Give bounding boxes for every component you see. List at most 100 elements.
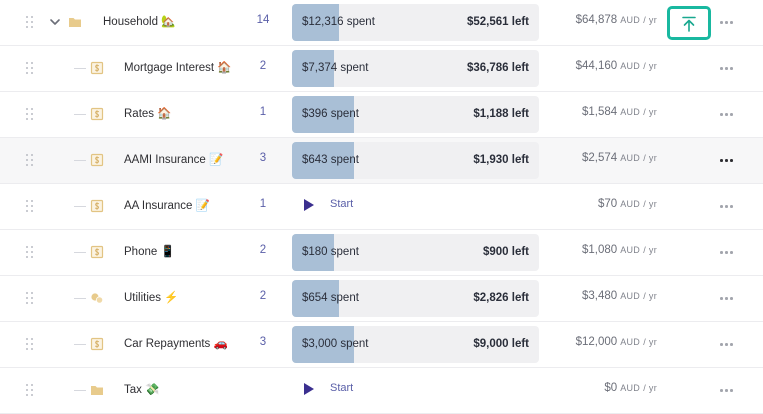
subcategory-name: Car Repayments 🚗	[124, 338, 228, 350]
more-options-icon[interactable]	[720, 113, 734, 117]
tree-branch-line	[74, 160, 86, 161]
arrow-up-to-line-icon	[682, 16, 696, 32]
spent-amount: $654 spent	[302, 292, 359, 304]
item-count[interactable]: 14	[256, 14, 270, 26]
progress-fill	[292, 326, 354, 363]
left-amount: $52,561 left	[466, 16, 529, 28]
more-options-icon[interactable]	[720, 67, 734, 71]
more-options-icon[interactable]	[720, 297, 734, 301]
folder-icon	[90, 383, 104, 397]
left-amount: $1,930 left	[473, 154, 529, 166]
item-count[interactable]: 3	[259, 152, 267, 164]
drag-handle-icon[interactable]	[26, 292, 34, 306]
item-count[interactable]: 2	[259, 60, 267, 72]
spent-amount: $643 spent	[302, 154, 359, 166]
subcategory-row-4[interactable]: AA Insurance 📝 1 Start $70 AUD / yr	[0, 184, 763, 230]
progress-fill	[292, 96, 354, 133]
left-amount: $1,188 left	[473, 108, 529, 120]
more-options-icon[interactable]	[720, 343, 734, 347]
dollar-icon	[90, 61, 104, 75]
yearly-amount: $3,480 AUD / yr	[582, 290, 657, 302]
spent-amount: $12,316 spent	[302, 16, 375, 28]
left-amount: $900 left	[482, 246, 529, 258]
progress-bar: $396 spent $1,188 left	[292, 96, 539, 133]
yearly-amount: $70 AUD / yr	[598, 198, 657, 210]
progress-bar: $3,000 spent $9,000 left	[292, 326, 539, 363]
progress-fill	[292, 50, 334, 87]
subcategory-row-2[interactable]: Rates 🏠 1 $396 spent $1,188 left $1,584 AU…	[0, 92, 763, 138]
dollar-icon	[90, 199, 104, 213]
subcategory-name: AAMI Insurance 📝	[124, 154, 224, 166]
tree-branch-line	[74, 252, 86, 253]
play-icon	[304, 199, 314, 211]
dollar-icon	[90, 337, 104, 351]
subcategory-name: Mortgage Interest 🏠	[124, 62, 232, 74]
subcategory-row-1[interactable]: Mortgage Interest 🏠 2 $7,374 spent $36,78…	[0, 46, 763, 92]
yearly-amount: $44,160 AUD / yr	[575, 60, 657, 72]
yearly-amount: $12,000 AUD / yr	[575, 336, 657, 348]
dollar-icon	[90, 107, 104, 121]
item-count[interactable]: 2	[259, 244, 267, 256]
spent-amount: $3,000 spent	[302, 338, 369, 350]
tree-branch-line	[74, 206, 86, 207]
more-options-icon[interactable]	[720, 251, 734, 255]
subcategory-row-6[interactable]: Utilities ⚡ 2 $654 spent $2,826 left $3,4…	[0, 276, 763, 322]
progress-bar: $12,316 spent $52,561 left	[292, 4, 539, 41]
drag-handle-icon[interactable]	[26, 246, 34, 260]
progress-bar: $654 spent $2,826 left	[292, 280, 539, 317]
category-name: Household 🏡	[103, 16, 176, 28]
progress-fill	[292, 280, 339, 317]
subcategory-name: Phone 📱	[124, 246, 175, 258]
dollar-icon	[90, 153, 104, 167]
more-options-icon[interactable]	[720, 205, 734, 209]
progress-fill	[292, 4, 339, 41]
play-icon	[304, 383, 314, 395]
item-count[interactable]: 3	[259, 336, 267, 348]
yearly-amount: $0 AUD / yr	[604, 382, 657, 394]
drag-handle-icon[interactable]	[26, 108, 34, 122]
tree-branch-line	[74, 344, 86, 345]
left-amount: $36,786 left	[466, 62, 529, 74]
progress-bar: $643 spent $1,930 left	[292, 142, 539, 179]
tree-branch-line	[74, 298, 86, 299]
folder-icon	[69, 18, 81, 27]
item-count[interactable]: 1	[259, 106, 267, 118]
progress-fill	[292, 142, 354, 179]
spent-amount: $180 spent	[302, 246, 359, 258]
progress-bar: $7,374 spent $36,786 left	[292, 50, 539, 87]
chevron-down-icon[interactable]	[48, 15, 62, 29]
drag-handle-icon[interactable]	[26, 154, 34, 168]
subcategory-name: Utilities ⚡	[124, 292, 179, 304]
spent-amount: $7,374 spent	[302, 62, 369, 74]
yearly-amount: $1,080 AUD / yr	[582, 244, 657, 256]
more-options-icon[interactable]	[720, 21, 734, 25]
left-amount: $9,000 left	[473, 338, 529, 350]
drag-handle-icon[interactable]	[26, 16, 34, 30]
subcategory-row-5[interactable]: Phone 📱 2 $180 spent $900 left $1,080 AUD …	[0, 230, 763, 276]
more-options-icon[interactable]	[720, 389, 734, 393]
drag-handle-icon[interactable]	[26, 384, 34, 398]
drag-handle-icon[interactable]	[26, 62, 34, 76]
left-amount: $2,826 left	[473, 292, 529, 304]
more-options-icon[interactable]	[720, 159, 734, 163]
item-count[interactable]: 2	[259, 290, 267, 302]
tree-branch-line	[74, 114, 86, 115]
tree-branch-line	[74, 68, 86, 69]
coins-icon	[90, 291, 104, 305]
start-label: Start	[330, 382, 354, 394]
progress-fill	[292, 234, 334, 271]
dollar-icon	[90, 245, 104, 259]
subcategory-row-7[interactable]: Car Repayments 🚗 3 $3,000 spent $9,000 le…	[0, 322, 763, 368]
subcategory-row-3[interactable]: AAMI Insurance 📝 3 $643 spent $1,930 left…	[0, 138, 763, 184]
yearly-amount: $2,574 AUD / yr	[582, 152, 657, 164]
subcategory-row-8[interactable]: Tax 💸 Start $0 AUD / yr	[0, 368, 763, 414]
item-count[interactable]: 1	[259, 198, 267, 210]
drag-handle-icon[interactable]	[26, 200, 34, 214]
category-row-household[interactable]: Household 🏡 14 $12,316 spent $52,561 lef…	[0, 0, 763, 46]
drag-handle-icon[interactable]	[26, 338, 34, 352]
collapse-to-top-button[interactable]	[667, 6, 711, 40]
spent-amount: $396 spent	[302, 108, 359, 120]
start-label: Start	[330, 198, 354, 210]
subcategory-name: AA Insurance 📝	[124, 200, 210, 212]
tree-branch-line	[74, 390, 86, 391]
